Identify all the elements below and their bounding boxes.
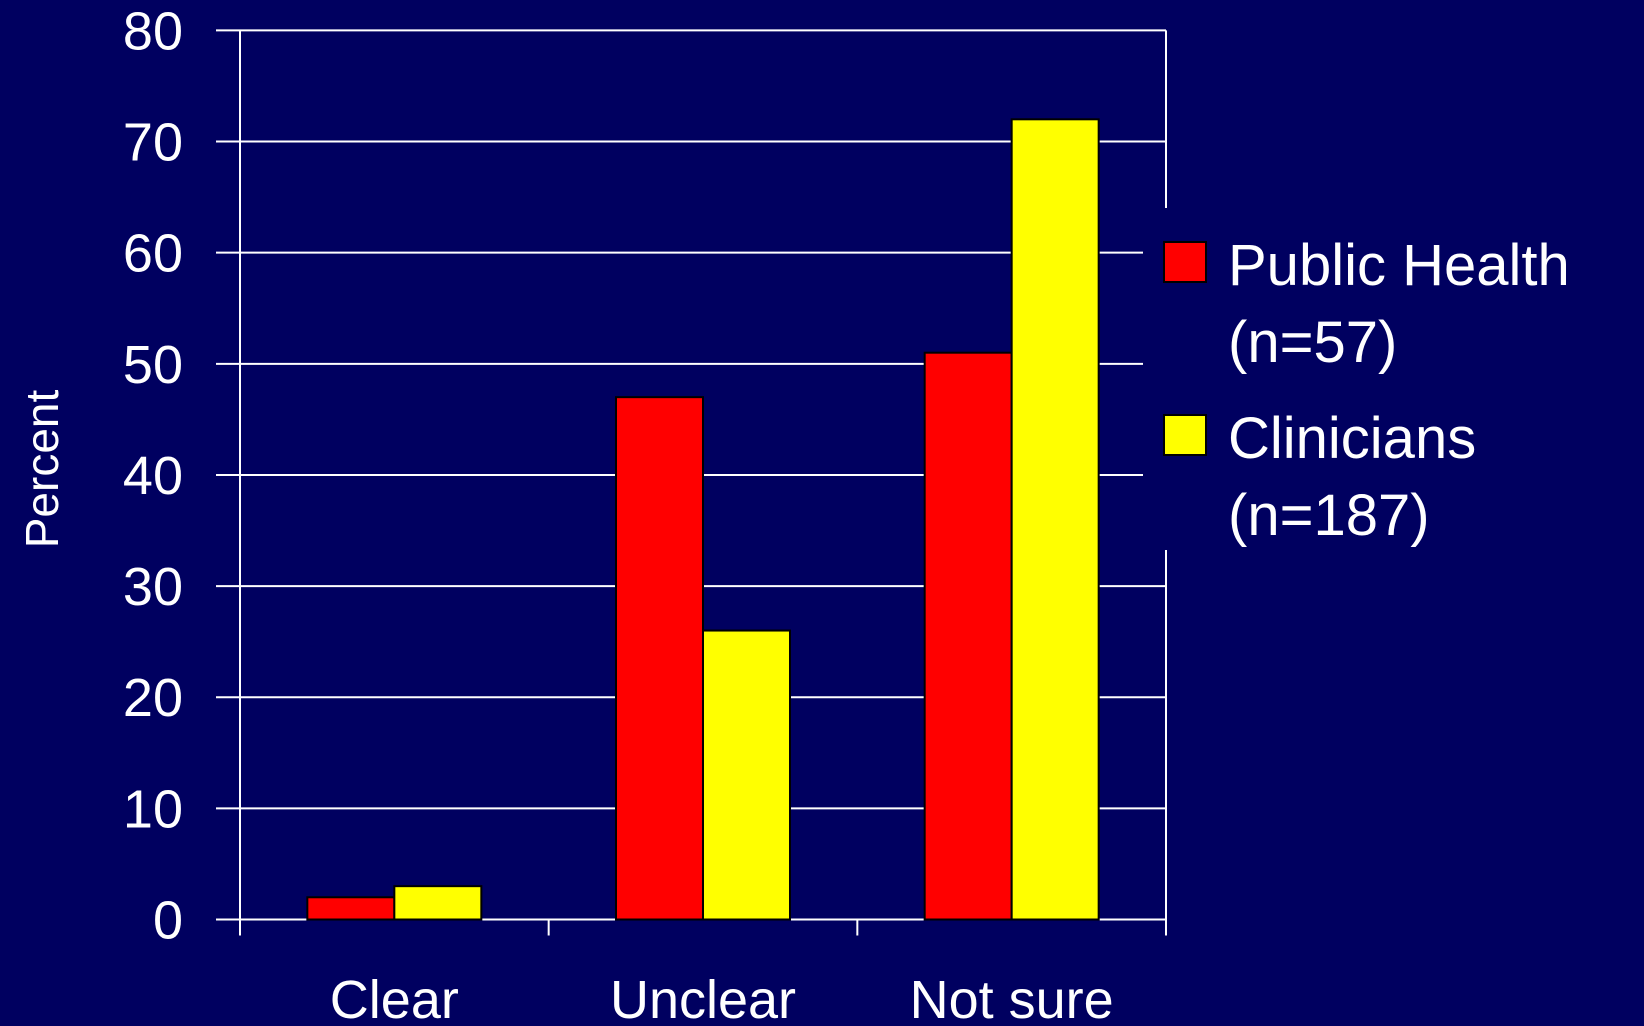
y-tick-label: 20: [123, 668, 183, 728]
y-tick-label: 80: [123, 1, 183, 61]
y-tick-label: 30: [123, 557, 183, 617]
y-tick-label: 40: [123, 446, 183, 506]
y-tick-label: 60: [123, 224, 183, 284]
x-tick-label: Clear: [330, 970, 459, 1026]
y-tick-label: 0: [153, 891, 183, 951]
bar: [615, 396, 704, 921]
legend-swatch: [1163, 414, 1207, 456]
bar: [923, 351, 1013, 921]
bar: [1010, 118, 1100, 921]
bar: [306, 896, 396, 921]
y-tick-label: 10: [123, 779, 183, 839]
x-tick-label: Unclear: [610, 970, 796, 1026]
y-axis-label: Percent: [16, 390, 68, 549]
bar: [393, 885, 483, 921]
legend-label: Public Health (n=57): [1228, 233, 1570, 375]
legend-swatch: [1163, 241, 1207, 283]
legend-label: Clinicians (n=187): [1228, 406, 1476, 548]
x-tick-label: Not sure: [910, 970, 1114, 1026]
y-tick-label: 70: [123, 113, 183, 173]
bar: [702, 629, 791, 921]
legend-background: [1143, 208, 1643, 550]
y-tick-label: 50: [123, 335, 183, 395]
